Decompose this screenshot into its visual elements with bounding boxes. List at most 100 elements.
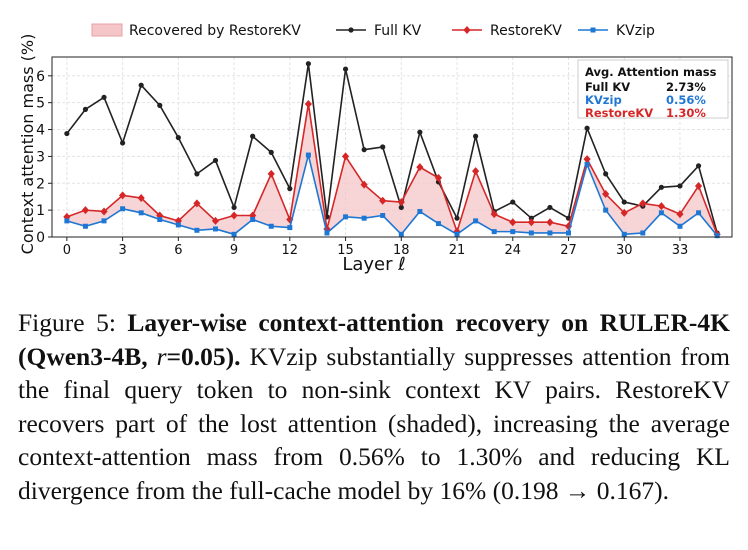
data-point-restorekv	[602, 190, 610, 199]
data-point-full-kv	[584, 125, 590, 131]
annotation-box	[577, 59, 729, 119]
y-tick-label: 1	[36, 203, 45, 219]
plot-frame	[51, 56, 733, 238]
annotation-title: Avg. Attention mass	[585, 65, 717, 79]
data-point-kvzip	[491, 229, 497, 235]
data-point-full-kv	[417, 129, 423, 135]
data-point-full-kv	[603, 171, 609, 177]
legend-marker-restorekv	[463, 26, 471, 34]
data-point-kvzip	[138, 210, 144, 216]
data-point-full-kv	[82, 106, 89, 112]
data-point-full-kv	[547, 204, 553, 211]
data-point-full-kv	[398, 204, 404, 211]
data-point-kvzip	[231, 231, 237, 237]
data-point-full-kv	[342, 66, 349, 72]
x-tick-label: 15	[337, 243, 354, 258]
data-point-full-kv	[101, 94, 107, 100]
data-point-restorekv	[267, 169, 275, 178]
data-point-kvzip	[194, 227, 200, 233]
data-point-full-kv	[528, 215, 534, 221]
data-point-kvzip	[454, 231, 460, 237]
data-point-full-kv	[305, 61, 311, 67]
x-tick-label: 6	[174, 243, 182, 258]
data-point-kvzip	[361, 215, 367, 221]
x-tick-label: 33	[672, 243, 689, 258]
data-point-kvzip	[380, 213, 386, 219]
y-tick-label: 2	[36, 176, 45, 192]
series-line-kvzip	[66, 154, 718, 237]
data-point-kvzip	[305, 152, 311, 158]
series-line-restorekv	[66, 103, 718, 235]
data-point-restorekv	[100, 207, 108, 216]
recovered-fill-area	[66, 104, 718, 236]
caption-prefix: Figure 5:	[18, 308, 128, 337]
data-point-restorekv	[657, 202, 665, 211]
data-point-full-kv	[380, 144, 386, 150]
data-point-kvzip	[621, 231, 627, 237]
data-point-restorekv	[304, 100, 312, 109]
data-point-kvzip	[473, 218, 479, 224]
data-point-full-kv	[361, 147, 367, 153]
data-point-restorekv	[341, 152, 350, 161]
data-point-kvzip	[547, 230, 553, 236]
data-point-full-kv	[250, 133, 256, 139]
data-point-kvzip	[212, 226, 218, 232]
data-point-restorekv	[193, 199, 201, 208]
data-point-kvzip	[64, 218, 70, 224]
caption-body: KVzip substantially suppresses attention…	[18, 341, 730, 505]
data-point-restorekv	[434, 173, 443, 182]
annotation-label: KVzip	[585, 93, 622, 107]
data-point-full-kv	[194, 171, 200, 177]
data-point-restorekv	[230, 211, 238, 220]
y-tick-label: 4	[36, 123, 45, 139]
data-point-kvzip	[677, 223, 683, 229]
data-point-restorekv	[639, 199, 647, 208]
legend-label-restorekv: RestoreKV	[490, 23, 562, 39]
data-point-restorekv	[81, 206, 90, 215]
data-point-restorekv	[472, 167, 480, 176]
x-axis-label: Layer ℓ	[342, 254, 405, 275]
data-point-restorekv	[119, 191, 127, 200]
data-point-restorekv	[546, 218, 554, 227]
data-point-restorekv	[379, 196, 387, 205]
legend-label-recovered: Recovered by RestoreKV	[129, 23, 301, 39]
data-point-kvzip	[417, 208, 423, 214]
data-point-full-kv	[473, 133, 479, 139]
annotation-value: 0.56%	[666, 93, 706, 107]
data-point-full-kv	[268, 149, 274, 155]
data-point-restorekv	[63, 212, 71, 221]
y-tick-label: 0	[36, 230, 45, 246]
x-tick-label: 27	[560, 243, 577, 258]
data-point-restorekv	[453, 227, 461, 236]
data-point-kvzip	[120, 206, 126, 212]
data-point-full-kv	[138, 82, 144, 88]
legend-marker-full-kv	[348, 27, 354, 33]
x-tick-label: 12	[282, 243, 299, 258]
data-point-kvzip	[250, 217, 256, 223]
data-point-restorekv	[583, 155, 591, 164]
legend-marker-kvzip	[590, 27, 596, 33]
y-tick-label: 3	[36, 149, 45, 165]
x-tick-label: 9	[230, 243, 238, 258]
data-point-restorekv	[137, 194, 145, 203]
data-point-kvzip	[510, 229, 516, 235]
caption-title: Layer-wise context-attention recovery on…	[18, 308, 730, 371]
data-point-full-kv	[157, 102, 163, 108]
data-point-full-kv	[287, 186, 293, 192]
data-point-kvzip	[435, 221, 441, 227]
x-tick-label: 18	[393, 243, 410, 258]
x-tick-label: 30	[616, 243, 633, 258]
caption-r-variable: r	[156, 341, 167, 371]
figure-caption: Figure 5: Layer-wise context-attention r…	[18, 306, 730, 507]
data-point-kvzip	[268, 223, 274, 229]
data-point-full-kv	[621, 199, 627, 205]
data-point-kvzip	[82, 223, 88, 229]
caption-r-value: =0.05).	[166, 341, 241, 371]
data-point-kvzip	[343, 214, 349, 220]
data-point-restorekv	[416, 163, 424, 172]
data-point-restorekv	[620, 208, 628, 217]
annotation-label: RestoreKV	[585, 106, 653, 120]
data-point-restorekv	[360, 180, 368, 189]
data-point-kvzip	[714, 233, 720, 239]
